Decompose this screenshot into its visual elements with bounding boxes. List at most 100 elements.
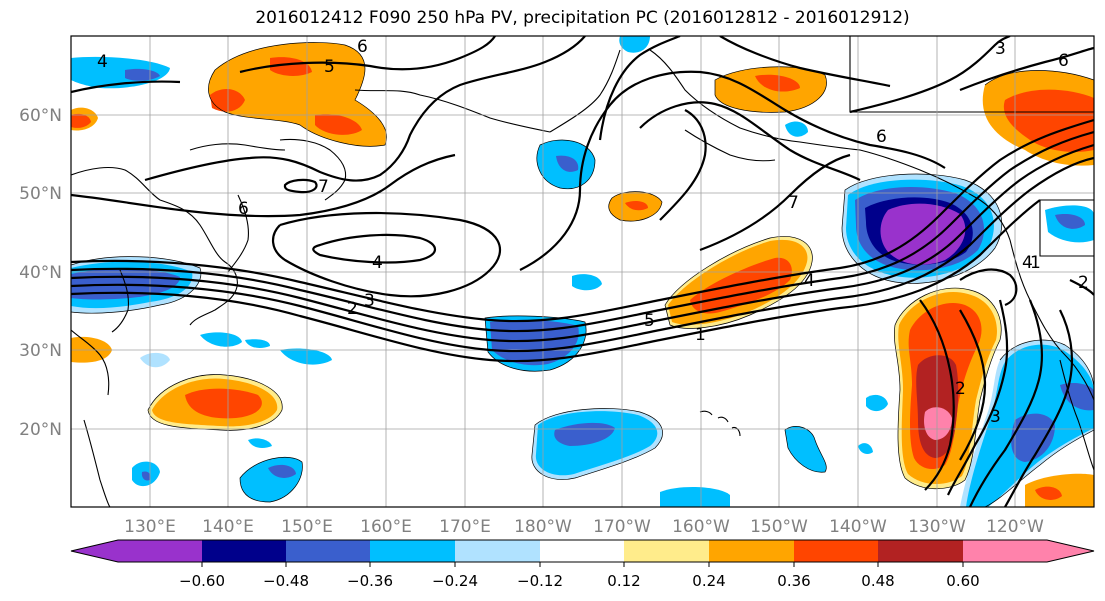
colorbar-segment <box>71 540 118 562</box>
contour-label: 2 <box>1078 273 1089 293</box>
coastline-japan <box>189 289 237 326</box>
pv-contour <box>699 153 851 252</box>
precip-negative-area <box>556 155 579 172</box>
colorbar-tick-label: −0.24 <box>432 572 478 590</box>
pv-contour <box>919 299 955 491</box>
precip-outline <box>984 70 1094 86</box>
pv-contour <box>71 143 1094 343</box>
colorbar-segment <box>624 540 709 562</box>
contour-label: 6 <box>876 127 887 147</box>
precip-negative-area <box>248 438 272 448</box>
precip-outline <box>239 456 303 503</box>
colorbar-segment <box>878 540 963 562</box>
coastline-asia <box>71 166 238 291</box>
coastline-canada-box <box>1039 199 1094 257</box>
precip-positive-area <box>185 388 262 419</box>
lon-label: 160°E <box>360 517 412 537</box>
map-frame <box>70 35 1095 508</box>
contour-label: 5 <box>324 57 335 77</box>
pv-contour <box>71 80 181 94</box>
pv-contour <box>1069 279 1094 296</box>
colorbar-tick-label: 0.24 <box>692 572 725 590</box>
pv-contour <box>71 118 1094 323</box>
colorbar-tick-label: −0.36 <box>347 572 393 590</box>
precip-outline <box>608 191 663 222</box>
colorbar-tick-label: 0.48 <box>861 572 894 590</box>
pv-contour <box>71 153 456 218</box>
contour-label: 7 <box>318 177 329 197</box>
lat-label: 40°N <box>19 263 62 283</box>
precip-outline <box>784 426 827 473</box>
precip-positive-area <box>924 407 952 440</box>
pv-contour <box>71 199 1041 363</box>
contour-label: 2 <box>955 379 966 399</box>
precip-outline <box>841 173 1003 284</box>
coastline-kamchatka <box>279 138 347 201</box>
pv-contour <box>849 36 1011 114</box>
lat-label: 50°N <box>19 184 62 204</box>
coastline-japan-islands <box>227 194 249 273</box>
colorbar-segment <box>794 540 878 562</box>
coastline-baja <box>1059 359 1094 471</box>
precip-negative-area <box>858 443 873 454</box>
colorbar-segment <box>370 540 455 562</box>
precip-negative-area <box>200 332 242 347</box>
precip-outline <box>484 315 587 372</box>
colorbar-segment <box>118 540 202 562</box>
pv-contour <box>598 36 681 141</box>
precip-positive-area <box>625 200 648 211</box>
colorbar-tick-labels: −0.60 −0.48 −0.36 −0.24 −0.12 0.12 0.24 … <box>179 572 980 590</box>
pv-contour <box>659 109 707 221</box>
precip-negative-area <box>572 274 602 291</box>
precip-outline <box>536 139 596 190</box>
contour-label: 5 <box>644 311 655 331</box>
pv-contours <box>71 36 1094 507</box>
precipitation-field <box>71 36 1094 507</box>
coastline-aleutians <box>684 129 776 162</box>
precip-negative-area <box>785 121 808 137</box>
coastline-korea <box>111 269 129 333</box>
colorbar: −0.60 −0.48 −0.36 −0.24 −0.12 0.12 0.24 … <box>70 539 1095 590</box>
coastline-siberia <box>354 89 551 133</box>
contour-label: 6 <box>357 37 368 57</box>
colorbar-tick-label: 0.60 <box>946 572 979 590</box>
precip-outline <box>71 256 202 314</box>
contour-label: 3 <box>990 407 1001 427</box>
precip-negative-area <box>245 339 270 348</box>
contour-label: 4 <box>372 253 383 273</box>
precip-positive-area <box>1035 486 1062 500</box>
pv-contour <box>144 36 586 182</box>
colorbar-segment <box>202 540 286 562</box>
pv-contour <box>272 211 501 298</box>
precip-negative-area <box>280 348 332 365</box>
colorbar-outline <box>70 539 1095 563</box>
lat-label: 20°N <box>19 420 62 440</box>
pv-contour <box>959 309 987 461</box>
colorbar-tick-label: −0.60 <box>179 572 225 590</box>
contour-label: 1 <box>1030 253 1041 273</box>
coastline-west-coast-na <box>1009 239 1094 401</box>
pv-contour <box>947 299 1009 496</box>
colorbar-tick-label: −0.12 <box>517 572 563 590</box>
contour-label: 4 <box>1022 253 1033 273</box>
lat-label: 30°N <box>19 341 62 361</box>
lon-label: 130°W <box>908 517 966 537</box>
precip-positive-area <box>1025 473 1094 507</box>
lon-label: 140°W <box>829 517 887 537</box>
lon-label: 170°W <box>593 517 651 537</box>
precip-outline <box>531 408 663 480</box>
contour-label: 4 <box>97 52 108 72</box>
precip-outline <box>147 374 283 431</box>
contour-label: 7 <box>788 193 799 213</box>
longitude-labels: 130°E 140°E 150°E 160°E 170°E 180°W 170°… <box>124 517 1044 537</box>
colorbar-segment <box>540 540 624 562</box>
lat-label: 60°N <box>19 106 62 126</box>
coastline-alaska <box>649 49 1011 241</box>
colorbar-ticks <box>201 562 964 567</box>
precip-positive-area <box>71 113 91 128</box>
lon-label: 180°W <box>514 517 572 537</box>
coastline-philippines <box>83 419 111 507</box>
precip-positive-area <box>315 114 362 135</box>
pv-contour <box>283 178 318 194</box>
